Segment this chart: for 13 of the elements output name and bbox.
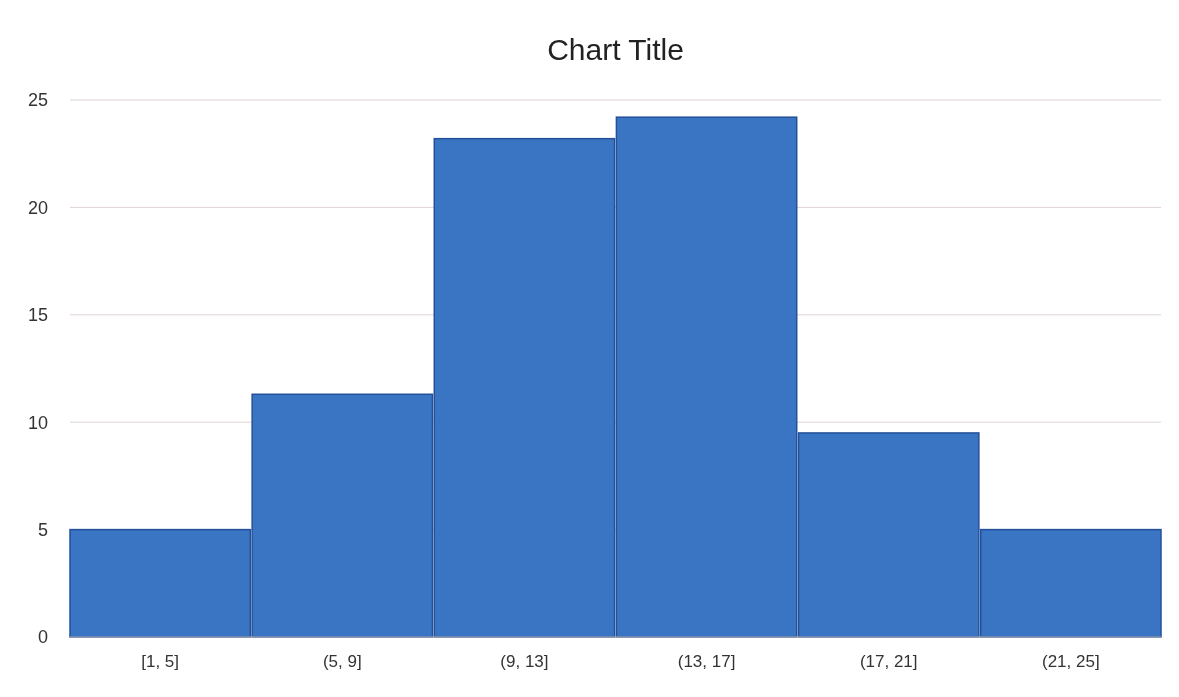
x-tick-label: (5, 9] <box>322 652 362 671</box>
x-tick-label: (13, 17] <box>677 652 736 671</box>
chart-title: Chart Title <box>547 33 684 66</box>
y-tick-label: 10 <box>27 412 48 433</box>
x-tick-label: (9, 13] <box>500 652 549 671</box>
y-tick-label: 0 <box>37 627 48 648</box>
y-tick-label: 25 <box>27 90 48 111</box>
y-tick-label: 20 <box>27 197 48 218</box>
x-tick-label: (17, 21] <box>859 652 918 671</box>
y-tick-label: 5 <box>37 519 48 540</box>
x-tick-label: (21, 25] <box>1042 652 1100 671</box>
y-tick-label: 15 <box>27 305 48 326</box>
x-tick-label: [1, 5] <box>141 652 180 671</box>
